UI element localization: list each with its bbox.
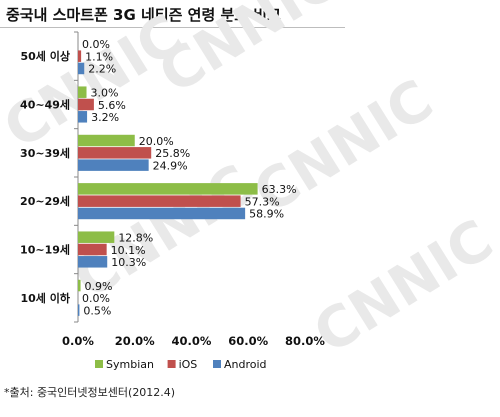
data-label: 0.5% — [83, 304, 111, 317]
data-label: 0.0% — [82, 38, 110, 51]
bar-symbian — [78, 231, 115, 243]
category-label: 20~29세 — [20, 194, 70, 208]
data-label: 2.2% — [88, 63, 116, 76]
data-label: 57.3% — [245, 195, 280, 208]
bar-symbian — [78, 86, 87, 98]
x-tick-label: 80.0% — [285, 334, 325, 348]
data-label: 12.8% — [118, 231, 153, 244]
title-divider — [0, 27, 345, 28]
bar-android — [78, 304, 80, 316]
data-label: 24.9% — [153, 159, 188, 172]
data-label: 0.0% — [82, 292, 110, 305]
bar-android — [78, 62, 85, 75]
chart-title: 중국내 스마트폰 3G 네티즌 연령 분포 비교 — [6, 6, 281, 24]
data-label: 3.2% — [91, 111, 119, 124]
data-label: 25.8% — [155, 147, 190, 160]
bar-ios — [78, 195, 241, 207]
legend-label: Symbian — [106, 358, 154, 371]
data-label: 3.0% — [91, 86, 119, 99]
legend-label: iOS — [179, 358, 198, 371]
data-label: 5.6% — [98, 99, 126, 112]
category-label: 40~49세 — [20, 98, 70, 112]
legend-swatch-ios — [167, 360, 176, 368]
data-label: 10.1% — [111, 244, 146, 257]
category-label: 30~39세 — [20, 146, 70, 160]
category-label: 10~19세 — [20, 243, 70, 257]
category-label: 50세 이상 — [21, 49, 71, 63]
data-label: 1.1% — [85, 50, 113, 63]
bar-android — [78, 256, 108, 268]
bar-ios — [78, 98, 94, 111]
data-label: 10.3% — [111, 256, 146, 269]
bar-ios — [78, 147, 152, 159]
x-tick-label: 60.0% — [228, 334, 268, 348]
bar-symbian — [78, 134, 135, 147]
bar-android — [78, 111, 88, 123]
data-label: 0.9% — [85, 280, 113, 293]
legend-label: Android — [224, 358, 267, 371]
data-label: 63.3% — [262, 183, 297, 196]
bar-android — [78, 207, 246, 220]
x-tick-label: 40.0% — [172, 334, 212, 348]
source-note: *출처: 중국인터넷정보센터(2012.4) — [4, 386, 176, 399]
category-label: 10세 이하 — [21, 291, 71, 305]
x-tick-label: 0.0% — [62, 334, 94, 348]
bar-ios — [78, 50, 82, 62]
bar-ios — [78, 243, 107, 256]
bar-symbian — [78, 279, 81, 292]
bar-android — [78, 159, 149, 171]
legend-swatch-android — [213, 360, 221, 368]
data-label: 20.0% — [139, 135, 174, 148]
x-tick-label: 20.0% — [115, 334, 155, 348]
data-label: 58.9% — [249, 208, 284, 221]
legend-swatch-symbian — [95, 360, 103, 368]
bar-symbian — [78, 183, 258, 195]
